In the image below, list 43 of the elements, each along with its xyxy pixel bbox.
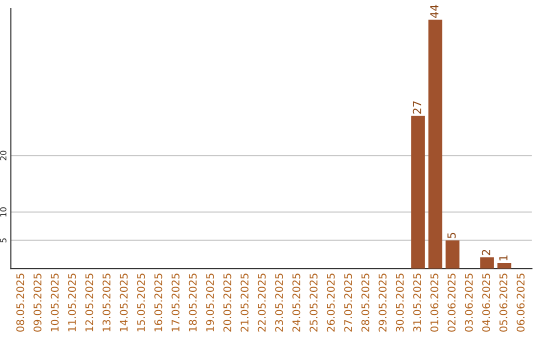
x-tick-label: 14.05.2025 xyxy=(120,274,128,332)
x-tick-label: 05.06.2025 xyxy=(499,274,508,332)
bar xyxy=(480,257,494,269)
data-label: 44 xyxy=(430,4,438,18)
x-tick-label: 12.05.2025 xyxy=(85,274,94,332)
x-tick-label: 13.05.2025 xyxy=(102,274,110,332)
x-tick-label: 09.05.2025 xyxy=(34,274,42,332)
data-label: 1 xyxy=(499,256,508,260)
x-tick-label: 24.05.2025 xyxy=(292,274,300,332)
x-tick-label: 16.05.2025 xyxy=(154,274,162,332)
x-tick-label: 30.05.2025 xyxy=(396,274,404,332)
x-tick-label: 04.06.2025 xyxy=(482,274,490,332)
y-tick-label: 5 xyxy=(0,238,6,242)
x-tick-label: 08.05.2025 xyxy=(16,274,24,332)
x-tick-label: 25.05.2025 xyxy=(310,274,318,332)
x-tick-label: 19.05.2025 xyxy=(206,274,214,332)
x-tick-label: 01.06.2025 xyxy=(430,274,438,332)
x-tick-label: 06.06.2025 xyxy=(516,274,525,332)
x-tick-label: 10.05.2025 xyxy=(50,274,59,332)
x-tick-label: 23.05.2025 xyxy=(275,274,283,332)
x-tick-label: 17.05.2025 xyxy=(172,274,180,332)
x-tick-label: 18.05.2025 xyxy=(188,274,197,332)
x-tick-label: 21.05.2025 xyxy=(240,274,248,332)
x-tick-label: 31.05.2025 xyxy=(413,274,422,332)
data-label: 2 xyxy=(482,250,490,256)
x-tick-label: 26.05.2025 xyxy=(326,274,335,332)
bar xyxy=(446,240,460,269)
x-tick-label: 22.05.2025 xyxy=(258,274,266,332)
x-tick-label: 27.05.2025 xyxy=(344,274,352,332)
data-label: 27 xyxy=(412,101,422,114)
x-tick-label: 20.05.2025 xyxy=(223,274,232,332)
x-tick-label: 03.06.2025 xyxy=(464,274,473,332)
bar xyxy=(428,20,442,269)
bar xyxy=(411,116,425,269)
y-tick-label: 20 xyxy=(0,150,6,160)
x-tick-label: 02.06.2025 xyxy=(448,274,456,332)
x-tick-label: 11.05.2025 xyxy=(68,274,76,332)
data-label: 5 xyxy=(447,232,456,238)
y-tick-label: 10 xyxy=(0,207,6,216)
x-tick-label: 29.05.2025 xyxy=(378,274,387,332)
x-tick-label: 15.05.2025 xyxy=(137,274,145,332)
bar xyxy=(497,262,512,269)
x-tick-label: 28.05.2025 xyxy=(361,274,370,332)
